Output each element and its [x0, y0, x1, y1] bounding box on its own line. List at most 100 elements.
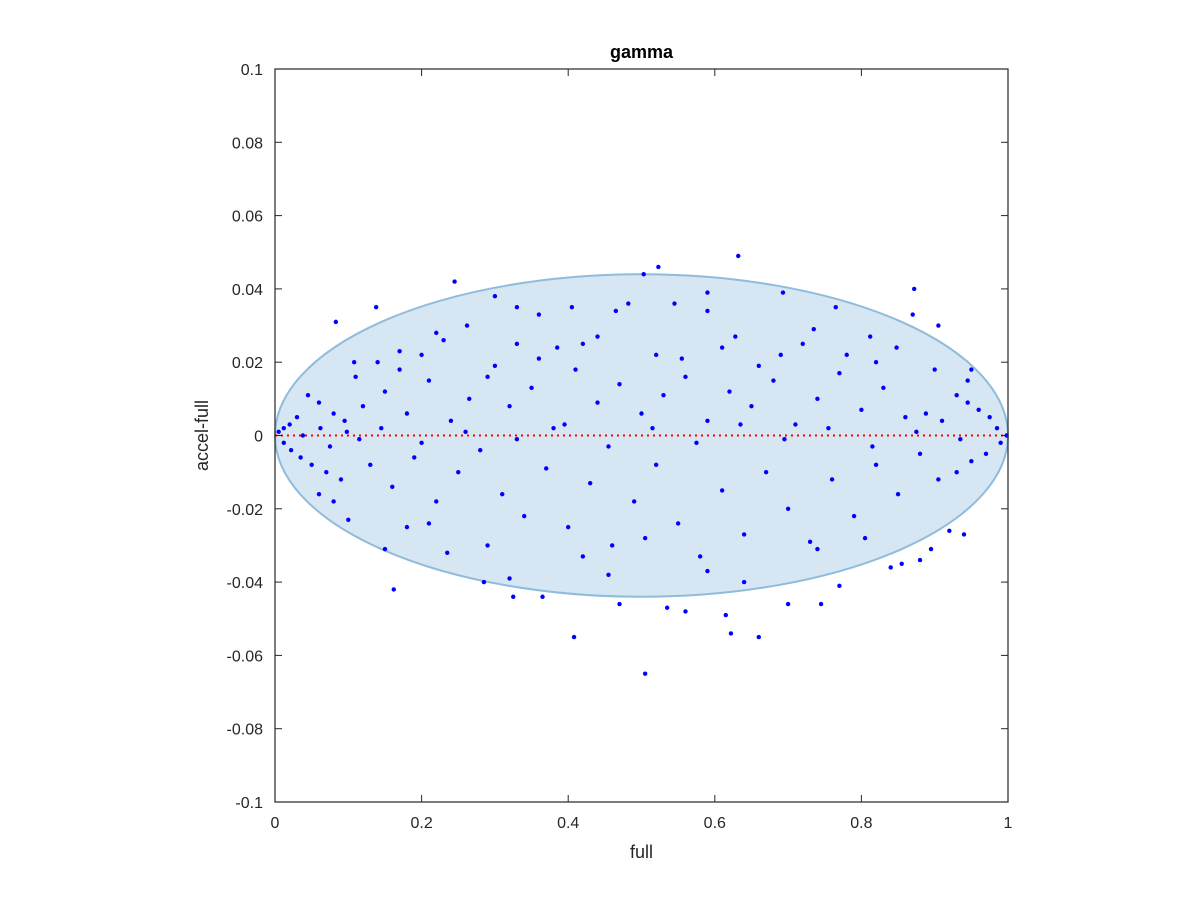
data-point — [595, 400, 600, 405]
data-point — [818, 601, 824, 607]
data-point — [837, 583, 842, 588]
data-point — [917, 451, 923, 457]
data-point — [998, 440, 1003, 446]
data-point — [606, 444, 611, 449]
data-point — [281, 425, 286, 431]
data-point — [793, 422, 798, 427]
data-point — [867, 334, 873, 339]
data-point — [961, 532, 967, 537]
data-point — [613, 308, 619, 314]
data-point — [536, 356, 542, 361]
data-point — [653, 462, 659, 468]
data-point — [412, 455, 417, 460]
data-point — [397, 367, 402, 372]
data-point — [331, 411, 336, 416]
data-point — [287, 422, 292, 427]
data-point — [609, 543, 615, 548]
data-point — [452, 279, 457, 284]
data-point — [829, 477, 835, 482]
data-point — [617, 381, 622, 387]
data-point — [573, 367, 578, 372]
data-point — [485, 543, 490, 548]
data-point — [928, 546, 934, 552]
data-point — [741, 532, 747, 537]
data-point — [606, 572, 611, 577]
data-point — [281, 440, 286, 446]
data-point — [778, 352, 783, 358]
data-point — [656, 264, 661, 270]
data-point — [580, 554, 586, 559]
data-point — [514, 341, 520, 347]
data-point — [994, 425, 1000, 431]
data-point — [327, 444, 333, 449]
data-point — [664, 605, 670, 610]
y-tick-label: -0.06 — [227, 648, 264, 665]
data-point — [705, 418, 710, 424]
data-point — [642, 535, 648, 541]
data-point — [741, 579, 747, 585]
x-tick-label: 0.2 — [410, 815, 432, 832]
y-tick-label: -0.02 — [227, 502, 264, 519]
data-point — [426, 521, 432, 526]
data-point — [694, 440, 699, 446]
data-point — [815, 396, 820, 402]
data-point — [426, 378, 432, 383]
data-point — [571, 634, 577, 640]
data-point — [448, 418, 454, 424]
y-tick-label: 0.1 — [241, 62, 263, 79]
data-point — [641, 272, 646, 277]
data-point — [675, 521, 681, 526]
data-point — [404, 411, 410, 416]
data-point — [445, 550, 450, 555]
data-point — [723, 612, 728, 618]
data-point — [324, 469, 329, 475]
data-point — [300, 433, 306, 438]
data-point — [914, 429, 919, 435]
x-tick-label: 0.6 — [704, 815, 726, 832]
data-point — [529, 385, 534, 391]
data-point — [683, 374, 688, 380]
data-point — [382, 389, 388, 394]
data-point — [434, 499, 439, 504]
data-point — [316, 400, 322, 405]
data-point — [782, 436, 787, 442]
data-point — [391, 587, 396, 592]
data-point — [844, 352, 849, 358]
data-point — [705, 308, 710, 314]
data-point — [727, 389, 732, 394]
data-point — [544, 466, 549, 471]
y-axis-label: accel-full — [192, 400, 212, 471]
chart-title: gamma — [610, 42, 674, 62]
data-point — [965, 400, 970, 405]
data-point — [419, 352, 424, 358]
data-point — [780, 290, 786, 295]
data-point — [932, 367, 937, 372]
data-point — [653, 352, 659, 358]
data-point — [397, 349, 402, 354]
data-point — [815, 546, 820, 552]
data-point — [478, 447, 483, 453]
data-point — [738, 422, 743, 427]
data-point — [580, 341, 586, 347]
data-point — [373, 305, 379, 310]
x-tick-label: 0 — [271, 815, 280, 832]
data-point — [511, 594, 516, 599]
data-point — [288, 447, 294, 453]
data-point — [954, 392, 959, 398]
data-point — [851, 513, 857, 519]
data-point — [736, 253, 741, 259]
data-point — [958, 436, 963, 442]
data-point — [910, 312, 915, 317]
data-point — [536, 312, 542, 317]
data-point — [969, 367, 974, 372]
data-point — [500, 491, 505, 497]
y-tick-label: -0.1 — [235, 795, 263, 812]
data-point — [331, 499, 336, 504]
data-point — [467, 396, 472, 402]
data-point — [873, 360, 879, 365]
data-point — [719, 345, 725, 350]
data-point — [650, 425, 655, 431]
points-layer — [276, 253, 1009, 676]
data-point — [382, 546, 388, 552]
data-point — [346, 517, 351, 522]
